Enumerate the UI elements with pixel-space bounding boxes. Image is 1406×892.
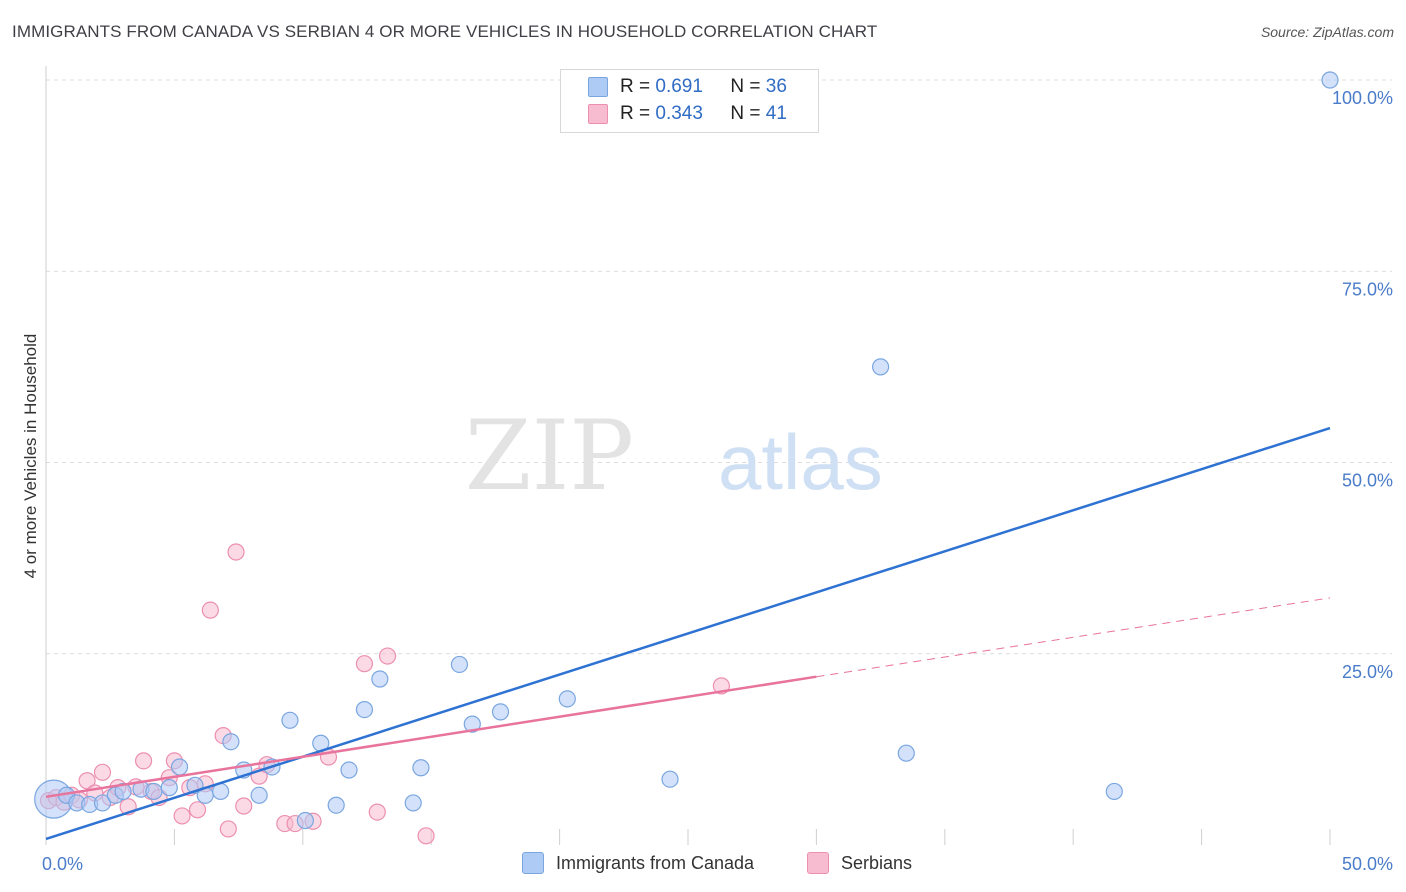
- canada-point: [222, 733, 240, 751]
- serbians-point: [134, 752, 153, 770]
- canada-point: [340, 761, 358, 779]
- canada-point: [250, 786, 268, 804]
- legend-swatch-serbians: [588, 104, 608, 124]
- serbians-point: [378, 647, 397, 665]
- canada-point: [281, 711, 299, 729]
- canada-point: [327, 796, 345, 814]
- serbians-point: [219, 820, 237, 838]
- legend-r-label: R =: [620, 103, 651, 124]
- grid-layer: [45, 66, 1392, 845]
- serbians-point: [201, 601, 219, 619]
- canada-point: [355, 700, 374, 719]
- legend-row-serbians: R = 0.343 N = 41: [561, 101, 787, 127]
- canada-point: [491, 703, 510, 721]
- canada-point: [93, 794, 112, 812]
- serbians-point: [235, 797, 253, 815]
- serbians-trend-line: [816, 597, 1331, 678]
- canada-point: [1321, 71, 1339, 89]
- legend-r-value: 0.691: [655, 76, 703, 97]
- axis-ticks: 25.0% 50.0% 75.0% 100.0% 0.0% 50.0%: [42, 88, 1393, 874]
- legend-r-label: R =: [620, 76, 651, 97]
- legend-item-canada: Immigrants from Canada: [522, 852, 754, 874]
- canada-point: [170, 758, 189, 776]
- canada-trend-line: [45, 426, 1331, 841]
- canada-point: [404, 794, 422, 812]
- y-tick-label: 50.0%: [1342, 471, 1393, 491]
- chart-title: IMMIGRANTS FROM CANADA VS SERBIAN 4 OR M…: [12, 22, 878, 41]
- trend-lines: [45, 426, 1331, 841]
- watermark: ZIP atlas: [465, 400, 883, 512]
- canada-point: [463, 715, 481, 733]
- y-tick-label: 100.0%: [1332, 88, 1393, 108]
- canada-point: [1105, 782, 1123, 801]
- serbians-point: [417, 827, 435, 845]
- watermark-atlas: atlas: [718, 418, 883, 506]
- watermark-zip: ZIP: [465, 400, 634, 512]
- legend-r-value: 0.343: [655, 103, 703, 124]
- legend-n-label: N =: [730, 76, 761, 97]
- legend-n-value: 36: [765, 76, 787, 97]
- y-tick-label: 25.0%: [1342, 662, 1393, 682]
- legend-swatch-serbians: [807, 852, 829, 874]
- canada-point: [450, 655, 469, 674]
- serbians-point: [173, 807, 191, 825]
- serbians-point: [355, 655, 374, 673]
- x-tick-label: 0.0%: [42, 854, 83, 874]
- canada-point: [114, 782, 132, 801]
- canada-point: [558, 690, 576, 708]
- canada-point: [296, 811, 314, 830]
- legend-n-label: N =: [730, 103, 761, 124]
- serbians-point: [93, 763, 112, 781]
- legend-n-value: 41: [765, 103, 787, 124]
- y-axis-label: 4 or more Vehicles in Household: [21, 334, 40, 579]
- correlation-legend: R = 0.691 N = 36 R = 0.343 N = 41: [560, 69, 819, 133]
- legend-swatch-canada: [588, 77, 608, 97]
- serbians-point: [227, 543, 245, 561]
- legend-label-canada: Immigrants from Canada: [556, 852, 755, 873]
- canada-point: [371, 670, 389, 688]
- x-tick-label: 50.0%: [1342, 854, 1393, 874]
- serbians-trend-line: [45, 675, 817, 799]
- serbians-point: [78, 772, 96, 790]
- canada-point: [661, 770, 679, 788]
- canada-point: [412, 759, 430, 777]
- series-legend: Immigrants from Canada Serbians: [0, 852, 1406, 878]
- serbians-point: [188, 801, 207, 819]
- source-label: Source: ZipAtlas.com: [1260, 24, 1394, 40]
- legend-row-canada: R = 0.691 N = 36: [561, 74, 787, 100]
- legend-label-serbians: Serbians: [841, 852, 913, 873]
- canada-point: [871, 358, 890, 376]
- serbians-point: [368, 803, 386, 821]
- legend-item-serbians: Serbians: [807, 852, 912, 874]
- serbians-points: [39, 543, 730, 845]
- canada-point: [160, 779, 178, 797]
- y-tick-label: 75.0%: [1342, 279, 1393, 299]
- legend-swatch-canada: [522, 852, 544, 874]
- canada-point: [145, 782, 163, 801]
- canada-point: [897, 744, 915, 762]
- canada-points: [34, 71, 1339, 830]
